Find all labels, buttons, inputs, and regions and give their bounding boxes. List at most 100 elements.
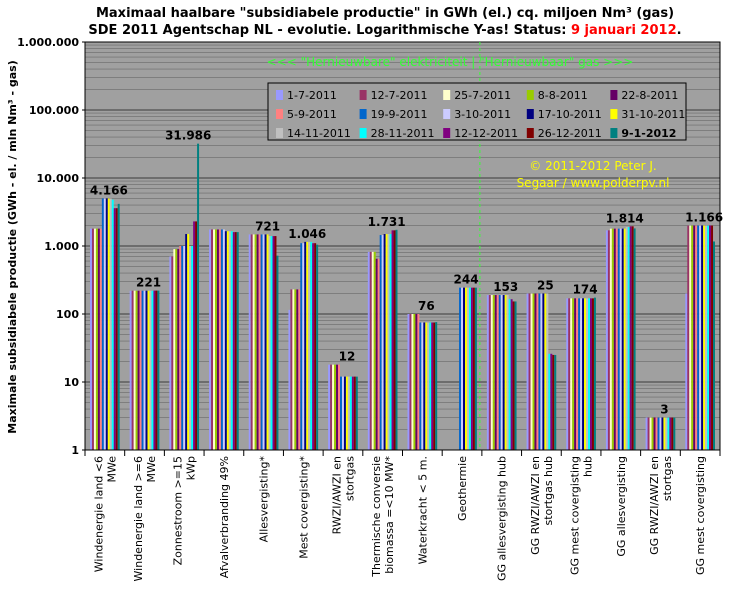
data-label: 4.166 bbox=[90, 183, 128, 197]
bar bbox=[510, 299, 513, 450]
chart-title: Maximaal haalbare "subsidiabele producti… bbox=[96, 6, 674, 21]
legend-label: 17-10-2011 bbox=[538, 108, 602, 121]
bar bbox=[220, 229, 223, 450]
bar bbox=[461, 287, 464, 450]
bar bbox=[103, 198, 106, 450]
x-tick-label: Mest covergisting* bbox=[297, 456, 310, 559]
legend-swatch bbox=[610, 90, 618, 100]
x-tick-label: Waterkracht < 5 m. bbox=[416, 456, 429, 564]
bar bbox=[143, 290, 146, 450]
bar bbox=[314, 243, 317, 450]
y-tick-label: 100 bbox=[56, 308, 79, 321]
bar bbox=[230, 231, 233, 450]
bar bbox=[699, 225, 702, 450]
bar bbox=[504, 295, 507, 450]
bar bbox=[468, 287, 471, 450]
legend-swatch bbox=[359, 109, 367, 119]
x-tick-label: RWZI/AWZI en bbox=[330, 456, 343, 534]
legend-swatch bbox=[526, 109, 534, 119]
bar bbox=[248, 234, 251, 450]
legend-swatch bbox=[443, 90, 451, 100]
bar bbox=[189, 246, 192, 450]
legend-label: 25-7-2011 bbox=[454, 89, 511, 102]
legend-label: 5-9-2011 bbox=[287, 108, 337, 121]
bar bbox=[191, 246, 194, 450]
y-tick-label: 1.000.000 bbox=[17, 36, 79, 49]
legend-label: 19-9-2011 bbox=[371, 108, 428, 121]
bar bbox=[631, 226, 634, 450]
bar bbox=[417, 314, 420, 450]
legend-label: 12-12-2011 bbox=[454, 127, 518, 140]
x-tick-label: Zonnestroom >=15 bbox=[172, 456, 185, 565]
bar bbox=[611, 228, 614, 450]
bar bbox=[619, 228, 622, 450]
x-tick-label: Geothermie bbox=[456, 456, 469, 521]
legend-swatch bbox=[359, 128, 367, 138]
bar bbox=[574, 298, 577, 450]
bar bbox=[615, 228, 618, 450]
bar bbox=[256, 234, 259, 450]
bar bbox=[395, 229, 398, 450]
bar bbox=[330, 364, 333, 450]
bar bbox=[627, 227, 630, 450]
legend-swatch bbox=[276, 90, 283, 100]
bar bbox=[657, 417, 660, 450]
bar bbox=[213, 229, 215, 450]
bar bbox=[236, 232, 239, 450]
bar bbox=[625, 227, 628, 450]
x-tick-label: GG mest covergisting bbox=[694, 456, 707, 575]
bar bbox=[544, 293, 547, 450]
x-tick-label: Allesvergisting* bbox=[258, 456, 271, 543]
bar bbox=[433, 322, 436, 450]
x-tick-label: stortgas bbox=[343, 456, 356, 501]
bar bbox=[262, 234, 265, 450]
bar bbox=[576, 298, 579, 450]
legend-label: 22-8-2011 bbox=[621, 89, 678, 102]
bar bbox=[336, 364, 339, 450]
bar bbox=[218, 229, 221, 450]
x-tick-label: stortgas bbox=[661, 456, 674, 501]
bar bbox=[147, 290, 150, 450]
legend-label: 28-11-2011 bbox=[371, 127, 435, 140]
bar bbox=[117, 203, 120, 450]
bar bbox=[373, 251, 376, 450]
bar bbox=[155, 290, 158, 450]
y-tick-label: 100.000 bbox=[29, 104, 79, 117]
legend-label: 1-7-2011 bbox=[287, 89, 337, 102]
bar bbox=[512, 301, 515, 450]
bar bbox=[109, 198, 112, 450]
bar bbox=[351, 376, 354, 450]
bar bbox=[580, 298, 583, 450]
bar bbox=[193, 221, 196, 450]
bar bbox=[713, 241, 715, 450]
copyright-line1: © 2011-2012 Peter J. bbox=[529, 159, 656, 173]
bar bbox=[667, 417, 670, 450]
bar bbox=[427, 322, 430, 450]
bar bbox=[647, 417, 650, 450]
bar bbox=[228, 231, 231, 450]
x-tick-label: stortgas hub bbox=[542, 456, 555, 526]
bar bbox=[470, 287, 473, 450]
bar bbox=[659, 417, 662, 450]
bar bbox=[514, 301, 517, 450]
bar bbox=[532, 293, 535, 450]
bar bbox=[429, 322, 432, 450]
bar bbox=[502, 295, 505, 450]
bar bbox=[617, 228, 620, 450]
bar bbox=[224, 231, 227, 450]
bar bbox=[195, 221, 198, 450]
bar bbox=[294, 289, 297, 450]
bar bbox=[93, 228, 96, 450]
plot-area: 1 10 100 1.000 10.000 100.000 1.000.000 4.166 22… bbox=[17, 36, 723, 581]
bar bbox=[542, 293, 545, 450]
bar bbox=[459, 287, 462, 450]
bar bbox=[496, 295, 499, 450]
bar bbox=[151, 290, 154, 450]
bar bbox=[113, 208, 116, 450]
bar bbox=[393, 230, 396, 450]
bar bbox=[629, 226, 632, 450]
legend-swatch bbox=[276, 109, 283, 119]
annotation-banner: <<< "Hernieuwbare" elektriciteit | "Hern… bbox=[267, 55, 634, 69]
